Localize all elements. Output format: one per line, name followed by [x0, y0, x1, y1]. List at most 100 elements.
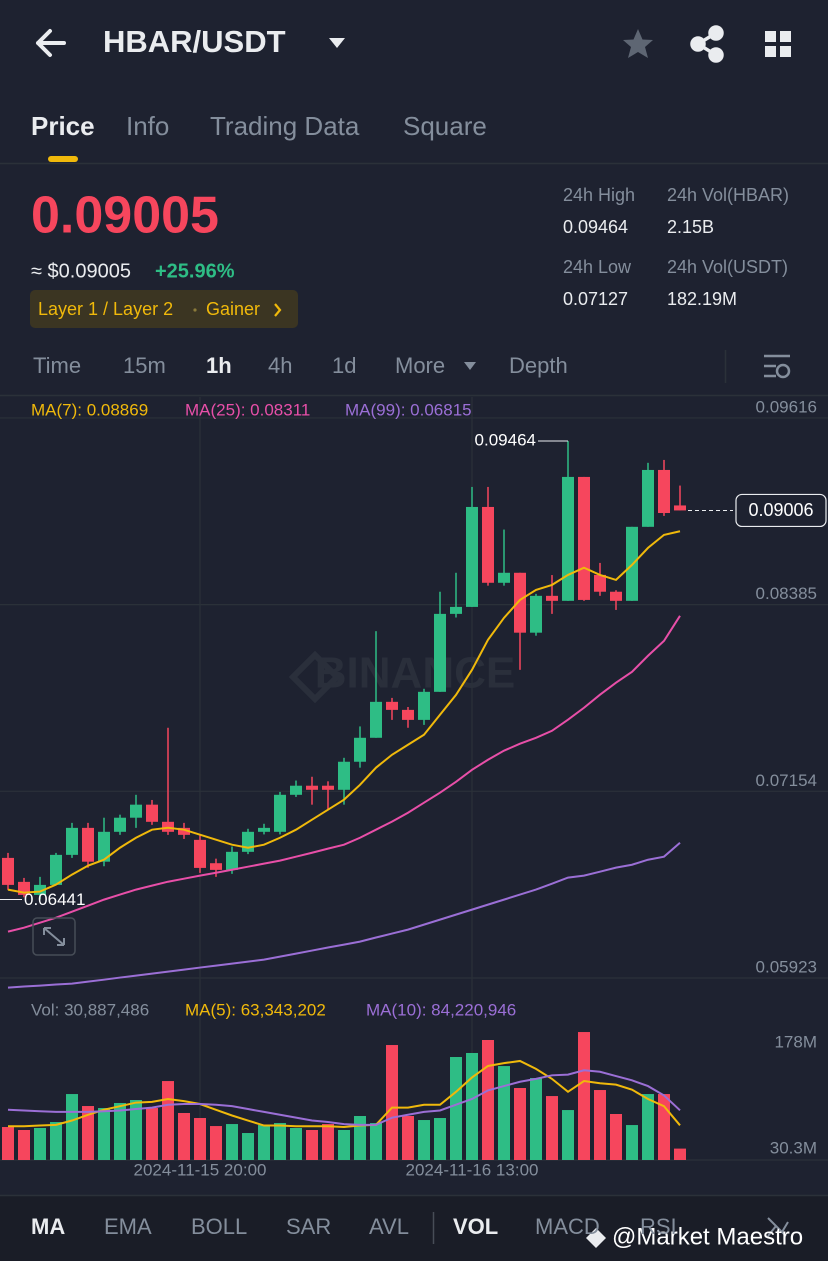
interval[interactable]: More [395, 353, 445, 378]
volume-bar [34, 1127, 46, 1160]
y-tick-label: 178M [774, 1032, 817, 1051]
volume-bar [562, 1110, 574, 1160]
volume-bar [530, 1078, 542, 1160]
candle-body [642, 469, 654, 527]
volume-bar [482, 1040, 494, 1160]
volume-bar [50, 1122, 62, 1160]
stat-label: 24h Low [563, 257, 632, 277]
fiat-price: ≈ $0.09005 [31, 260, 131, 282]
indicator[interactable]: MACD [535, 1214, 600, 1239]
candle-body [242, 831, 254, 852]
volume-bar [82, 1106, 94, 1160]
volume-bar [578, 1032, 590, 1160]
interval[interactable]: 15m [123, 353, 166, 378]
candle-body [114, 817, 126, 832]
tab[interactable]: Square [403, 111, 487, 141]
volume-bar [418, 1120, 430, 1160]
tab[interactable]: Trading Data [210, 111, 360, 141]
stat-value: 2.15B [667, 217, 714, 237]
indicator[interactable]: EMA [104, 1214, 152, 1239]
tag-box[interactable] [30, 290, 298, 328]
volume-bar [386, 1045, 398, 1160]
legend-entry: Vol: 30,887,486 [31, 1000, 149, 1019]
volume-bar [146, 1108, 158, 1160]
chart-watermark-logo [288, 650, 342, 704]
watermark-logo [586, 1228, 606, 1248]
interval[interactable]: 4h [268, 353, 292, 378]
candle-body [386, 701, 398, 710]
indicator[interactable]: MA [31, 1214, 65, 1239]
candle-body [146, 804, 158, 822]
legend-entry: MA(99): 0.06815 [345, 400, 472, 419]
volume-ma-line [8, 1059, 681, 1128]
volume-bar [194, 1118, 206, 1160]
volume-bar [210, 1126, 222, 1160]
interval[interactable]: Time [33, 353, 81, 378]
candle-body [370, 701, 382, 738]
candle-body [34, 884, 46, 895]
y-tick-label: 0.09616 [756, 397, 817, 416]
candle-body [562, 476, 574, 601]
pair-dropdown[interactable] [329, 38, 345, 48]
watermark: @Market Maestro [612, 1223, 803, 1250]
tab[interactable]: Info [126, 111, 169, 141]
candle-body [658, 469, 670, 514]
layout-icon[interactable] [765, 31, 791, 57]
y-tick-label: 0.07154 [756, 771, 817, 790]
x-tick-label: 2024-11-16 13:00 [406, 1160, 539, 1179]
ma-line [7, 530, 681, 894]
tab[interactable]: Price [31, 111, 95, 141]
indicator[interactable]: AVL [369, 1214, 409, 1239]
candle-body [354, 737, 366, 762]
interval[interactable]: 1h [206, 353, 232, 378]
volume-bar [402, 1116, 414, 1160]
candle-body [306, 785, 318, 790]
interval[interactable]: Depth [509, 353, 568, 378]
tag[interactable]: Layer 1 / Layer 2 [38, 299, 173, 319]
back-button[interactable] [36, 29, 66, 57]
indicator-settings-icon[interactable] [767, 1217, 789, 1237]
more-caret[interactable] [464, 362, 476, 370]
volume-bar [322, 1124, 334, 1160]
volume-bar [674, 1148, 686, 1160]
chart-settings-icon[interactable] [764, 354, 791, 379]
ma-line [7, 841, 681, 989]
interval[interactable]: 1d [332, 353, 356, 378]
volume-bar [626, 1125, 638, 1160]
pair-title[interactable]: HBAR/USDT [103, 24, 286, 59]
indicator[interactable]: SAR [286, 1214, 331, 1239]
y-tick-label: 30.3M [770, 1139, 817, 1158]
candle-body [482, 506, 494, 583]
indicator[interactable]: VOL [453, 1214, 498, 1239]
candle-body [290, 785, 302, 795]
candle-body [338, 761, 350, 790]
last-price: 0.09005 [31, 187, 219, 245]
candle-body [402, 709, 414, 720]
volume-bar [274, 1123, 286, 1160]
candle-body [50, 854, 62, 885]
volume-bar [226, 1124, 238, 1160]
candle-body [674, 505, 686, 511]
stat-value: 182.19M [667, 289, 737, 309]
high-annotation: 0.09464 [475, 430, 536, 449]
chart-watermark: BINANCE [315, 649, 515, 698]
volume-bar [466, 1052, 478, 1160]
volume-bar [2, 1127, 14, 1160]
expand-icon [43, 927, 65, 946]
volume-bar [546, 1096, 558, 1160]
legend-entry: MA(10): 84,220,946 [366, 1000, 516, 1019]
volume-ma-line [7, 1069, 681, 1126]
favorite-icon[interactable] [623, 29, 653, 58]
share-icon[interactable] [690, 25, 724, 63]
indicator[interactable]: BOLL [191, 1214, 247, 1239]
candle-body [610, 591, 622, 601]
tag[interactable]: Gainer [206, 299, 260, 319]
candle-body [82, 827, 94, 862]
price-change: +25.96% [155, 260, 235, 282]
candle-body [594, 574, 606, 592]
tab-indicator [48, 156, 78, 162]
expand-button[interactable] [32, 917, 76, 956]
indicator[interactable]: RSI [640, 1214, 677, 1239]
